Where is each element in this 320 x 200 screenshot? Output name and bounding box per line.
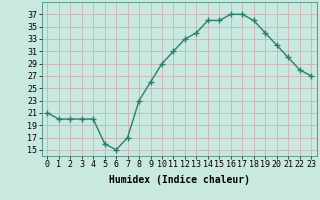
X-axis label: Humidex (Indice chaleur): Humidex (Indice chaleur) bbox=[109, 175, 250, 185]
